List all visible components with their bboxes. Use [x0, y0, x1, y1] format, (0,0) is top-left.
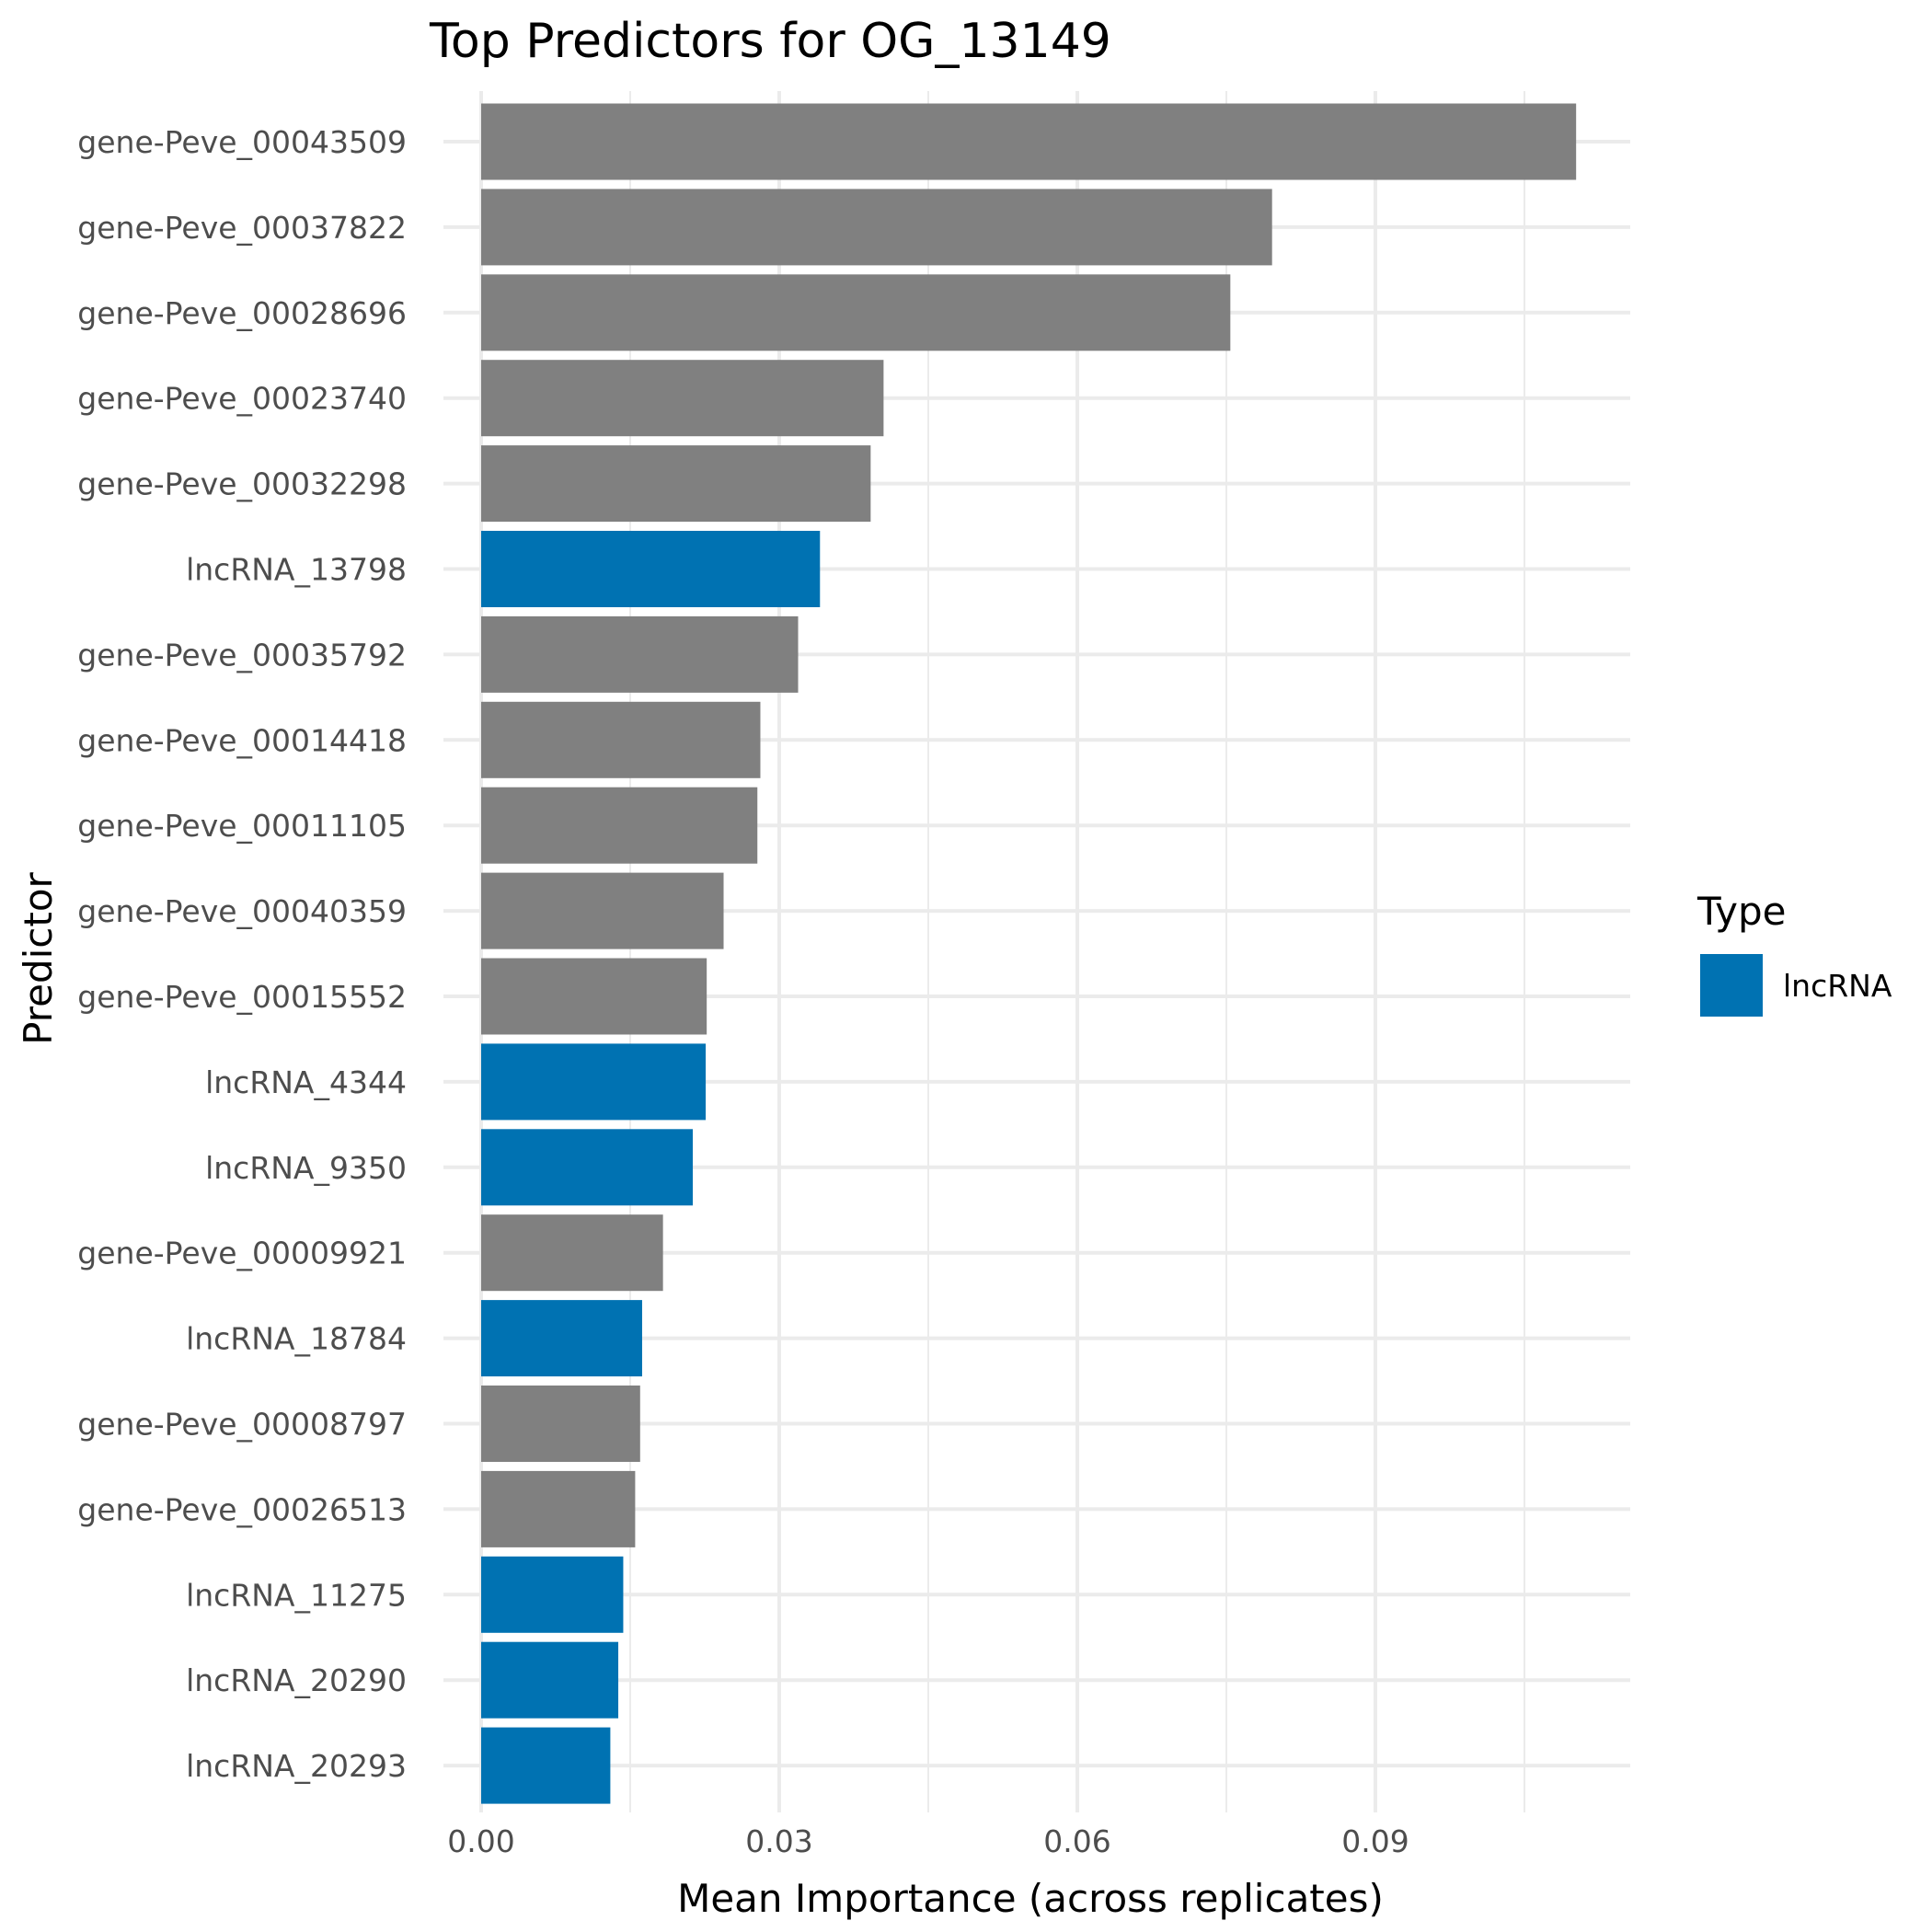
y-tick-label: gene-Peve_00028696	[77, 295, 407, 331]
bar-gene-peve-00037822	[481, 189, 1272, 266]
x-axis-title: Mean Importance (across replicates)	[677, 1876, 1384, 1921]
bar-lncrna-18784	[481, 1300, 642, 1377]
y-tick-label: gene-Peve_00023740	[77, 381, 407, 417]
legend-swatch-lncrna	[1700, 954, 1763, 1017]
bar-gene-peve-00009921	[481, 1214, 663, 1292]
bar-gene-peve-00023740	[481, 360, 884, 437]
legend: Type lncRNA	[1696, 889, 1892, 1017]
x-tick-label: 0.00	[447, 1823, 514, 1859]
bar-gene-peve-00008797	[481, 1386, 640, 1462]
y-axis-title: Predictor	[16, 871, 61, 1044]
bars	[481, 103, 1577, 1804]
bar-gene-peve-00032298	[481, 445, 871, 523]
bar-lncrna-4344	[481, 1043, 707, 1121]
bar-gene-peve-00043509	[481, 103, 1577, 180]
y-tick-label: lncRNA_9350	[205, 1150, 407, 1186]
y-tick-label: gene-Peve_00026513	[77, 1491, 407, 1527]
y-tick-label: gene-Peve_00040359	[77, 893, 407, 929]
bar-gene-peve-00035792	[481, 615, 799, 693]
x-tick-label: 0.06	[1043, 1823, 1110, 1859]
y-tick-labels: gene-Peve_00043509 gene-Peve_00037822gene…	[77, 124, 407, 1784]
x-tick-label: 0.03	[745, 1823, 812, 1859]
y-tick-label: lncRNA_13798	[186, 552, 407, 588]
bar-gene-peve-00015552	[481, 958, 707, 1035]
y-tick-label: gene-Peve_00043509	[77, 124, 407, 160]
legend-label-lncrna: lncRNA	[1783, 968, 1892, 1004]
legend-title: Type	[1696, 889, 1786, 934]
bar-gene-peve-00026513	[481, 1470, 636, 1547]
bar-lncrna-13798	[481, 531, 821, 607]
y-tick-label: lncRNA_20290	[186, 1662, 407, 1698]
y-tick-label: lncRNA_20293	[186, 1748, 407, 1784]
bar-lncrna-9350	[481, 1129, 694, 1206]
bar-gene-peve-00028696	[481, 274, 1231, 351]
y-tick-label: lncRNA_18784	[186, 1321, 407, 1357]
bar-gene-peve-00040359	[481, 872, 724, 949]
y-tick-label: gene-Peve_00032298	[77, 466, 407, 502]
bar-lncrna-11275	[481, 1556, 624, 1633]
x-tick-label: 0.09	[1341, 1823, 1409, 1859]
y-tick-label: gene-Peve_00015552	[77, 979, 407, 1015]
chart-title: Top Predictors for OG_13149	[429, 14, 1111, 69]
bar-lncrna-20293	[481, 1727, 611, 1804]
y-tick-label: gene-Peve_00035792	[77, 637, 407, 673]
y-tick-label: lncRNA_11275	[186, 1577, 407, 1613]
y-tick-label: gene-Peve_00011105	[77, 808, 407, 844]
y-tick-label: gene-Peve_00009921	[77, 1236, 407, 1271]
x-tick-labels: 0.00 0.03 0.06 0.09	[447, 1823, 1409, 1859]
bar-gene-peve-00011105	[481, 787, 758, 864]
y-tick-label: lncRNA_4344	[205, 1064, 407, 1100]
y-tick-label: gene-Peve_00008797	[77, 1407, 407, 1443]
y-tick-label: gene-Peve_00014418	[77, 722, 407, 758]
y-tick-label: gene-Peve_00037822	[77, 210, 407, 246]
bar-gene-peve-00014418	[481, 701, 761, 778]
bar-lncrna-20290	[481, 1641, 619, 1719]
